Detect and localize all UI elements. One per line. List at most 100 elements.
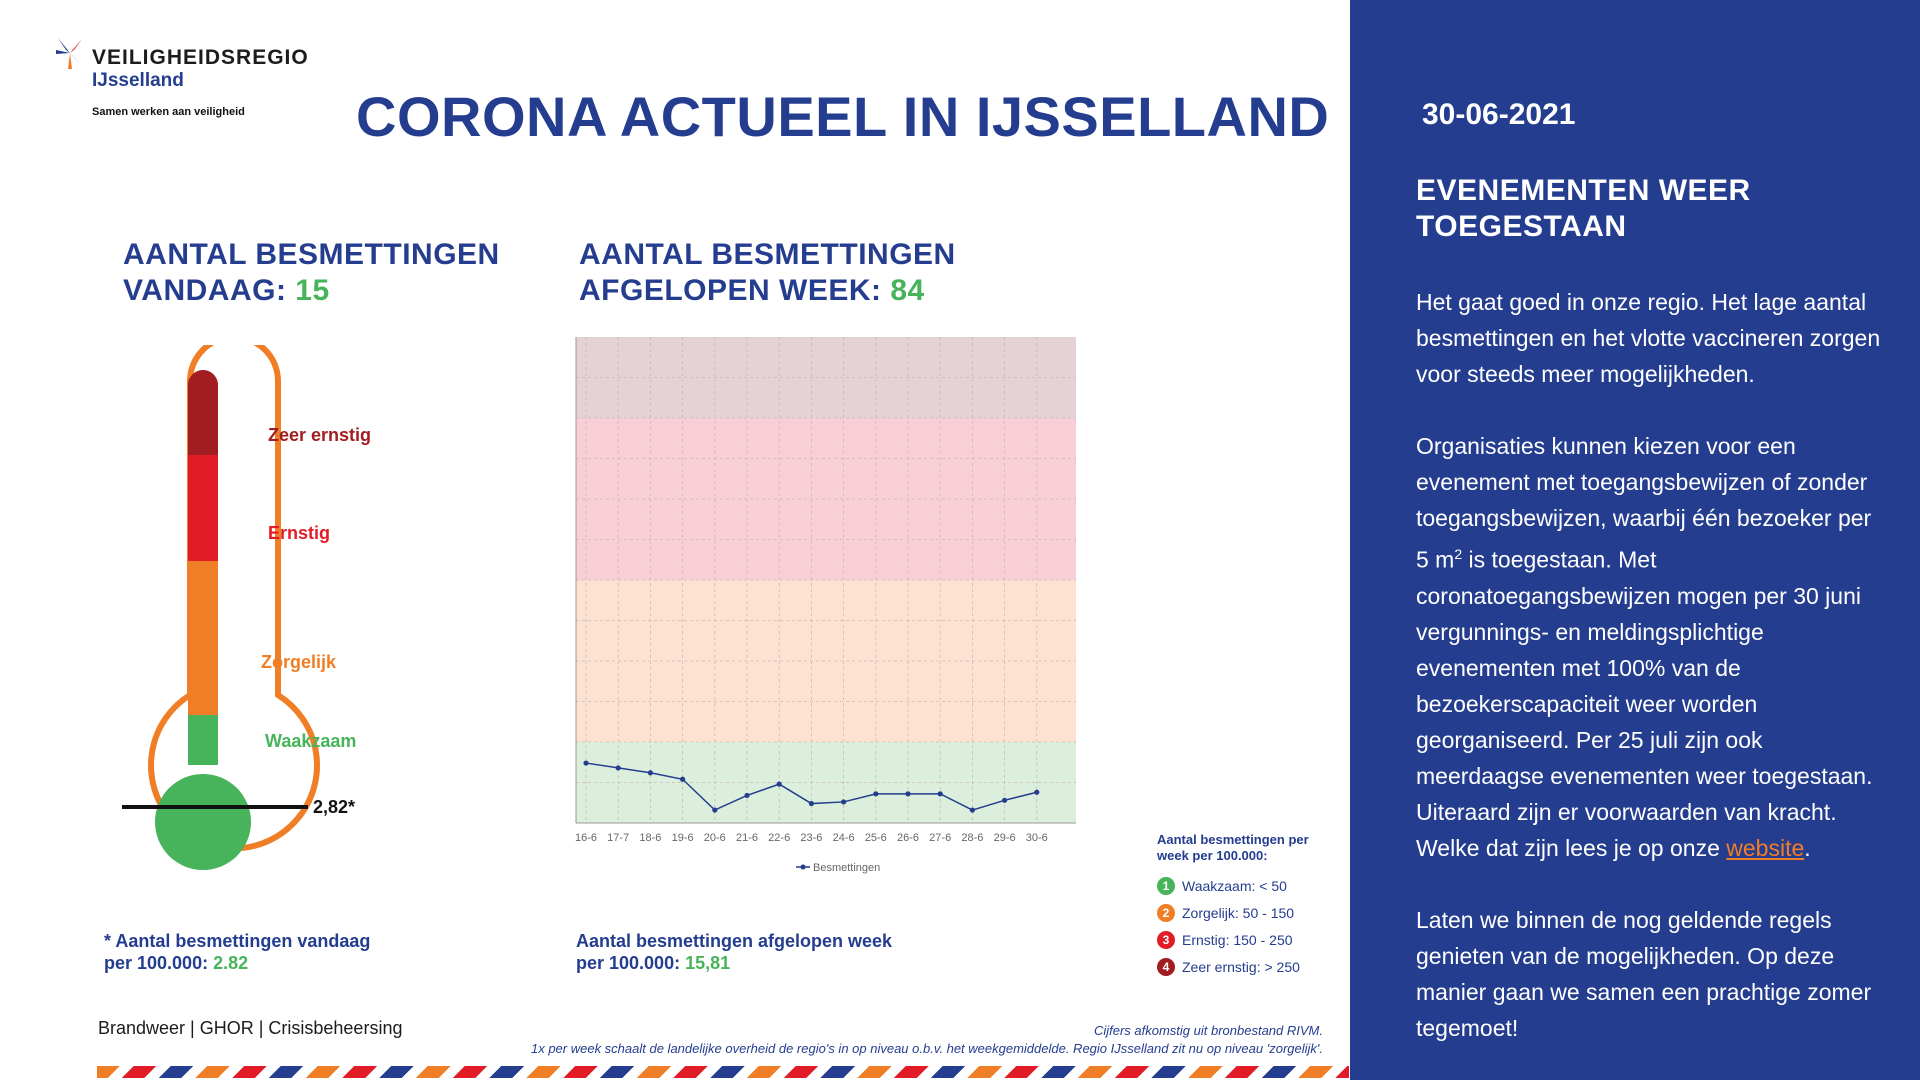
level-legend-title-line2: week per 100.000: [1157,848,1268,863]
level-1-badge: 1 [1157,876,1175,895]
chart-data-point [808,800,814,807]
chart-x-tick-label: 17-7 [607,832,629,844]
chart-data-point [744,792,750,799]
level-1-label: Waakzaam: < 50 [1182,877,1287,894]
level-3-label: Ernstig: 150 - 250 [1182,931,1293,948]
footer-source-note: Cijfers afkomstig uit bronbestand RIVM. … [531,1022,1323,1058]
level-2-label: Zorgelijk: 50 - 150 [1182,904,1295,921]
chart-legend-label: Besmettingen [813,862,880,874]
chart-data-point [873,791,879,797]
chart-data-point [1002,797,1008,803]
week-footnote-line1: Aantal besmettingen afgelopen week [576,931,893,951]
thermometer-label-ernstig: Ernstig [268,523,331,543]
week-heading: AANTAL BESMETTINGEN AFGELOPEN WEEK: 84 [579,237,956,309]
chart-legend: Besmettingen [796,862,880,874]
week-footnote-line2: per 100.000: [576,953,681,973]
chart-data-point [583,760,589,766]
chart-x-tick-label: 22-6 [768,832,790,844]
level-legend-item: 3 Ernstig: 150 - 250 [1157,926,1357,953]
news-paragraph-2-text: Organisaties kunnen kiezen voor een even… [1416,433,1872,573]
news-title: EVENEMENTEN WEER TOEGESTAAN [1416,174,1751,243]
today-heading-line1: AANTAL BESMETTINGEN [123,238,500,271]
chart-data-point [712,807,718,813]
level-legend-title-line1: Aantal besmettingen per [1157,832,1309,847]
news-paragraph-2-text-cont: is toegestaan. Met coronatoegangsbewijze… [1416,546,1873,861]
week-per-100k: 15,81 [685,953,731,973]
level-legend: Aantal besmettingen per week per 100.000… [1157,832,1357,980]
today-heading-line2: VANDAAG: [123,274,287,307]
logo-star-icon [56,38,83,69]
news-paragraph-2: Organisaties kunnen kiezen voor een even… [1416,428,1886,866]
logo-tagline: Samen werken aan veiligheid [92,106,245,118]
square-meter-superscript: 2 [1454,546,1463,562]
thermometer-label-zorgelijk: Zorgelijk [261,652,337,672]
week-count: 84 [890,274,925,307]
chart-x-tick-label: 29-6 [994,832,1016,844]
thermometer-label-waakzaam: Waakzaam [265,731,357,751]
thermometer-segment-waakzaam [188,715,218,765]
week-heading-line2: AFGELOPEN WEEK: [579,274,882,307]
level-legend-item: 2 Zorgelijk: 50 - 150 [1157,899,1357,926]
news-body: Het gaat goed in onze regio. Het lage aa… [1416,284,1886,1082]
chart-x-tick-label: 28-6 [961,832,983,844]
news-date: 30-06-2021 [1422,98,1576,131]
level-4-label: Zeer ernstig: > 250 [1182,958,1300,975]
chart-data-point [841,799,847,805]
today-footnote-line2: per 100.000: [104,953,209,973]
level-4-badge: 4 [1157,957,1175,976]
decorative-stripe-border [97,1066,1349,1078]
logo-name: VEILIGHEIDSREGIO [92,46,309,69]
chart-x-tick-label: 19-6 [672,832,694,844]
thermometer [122,345,320,870]
chart-legend-marker [800,864,806,870]
chart-x-tick-label: 16-6 [575,832,597,844]
week-line-chart: 16-6 17-7 18-6 19-6 20-6 21-6 22-6 23-6 24-6 25-6… [575,337,1076,874]
news-paragraph-1: Het gaat goed in onze regio. Het lage aa… [1416,289,1881,387]
logo-region: IJsselland [92,70,184,91]
website-link[interactable]: website [1726,834,1805,861]
thermometer-label-zeer-ernstig: Zeer ernstig [268,425,372,445]
thermometer-segment-zorgelijk [188,561,218,715]
thermometer-bulb [155,774,251,870]
level-legend-item: 1 Waakzaam: < 50 [1157,872,1357,899]
chart-x-tick-label: 30-6 [1026,832,1048,844]
thermometer-marker-label: 2,82* [313,797,356,817]
thermometer-segment-zeer-ernstig [188,370,218,455]
news-panel: 30-06-2021 EVENEMENTEN WEER TOEGESTAAN H… [1350,0,1920,1080]
chart-data-point [647,770,653,776]
news-paragraph-3: Laten we binnen de nog geldende regels g… [1416,906,1872,1041]
level-2-badge: 2 [1157,903,1175,922]
chart-data-point [1034,789,1040,795]
footer-source-line2: 1x per week schaalt de landelijke overhe… [530,1041,1323,1056]
today-footnote: * Aantal besmettingen vandaag per 100.00… [104,930,370,974]
chart-x-tick-label: 24-6 [833,832,855,844]
page-title: CORONA ACTUEEL IN IJSSELLAND [356,85,1330,148]
chart-data-point [969,807,975,813]
today-per-100k: 2.82 [213,953,249,973]
news-paragraph-2-end: . [1804,834,1811,861]
chart-data-point [776,781,782,787]
chart-x-tick-label: 18-6 [639,832,661,844]
chart-data-point [680,776,686,782]
chart-x-tick-label: 21-6 [736,832,758,844]
level-legend-title: Aantal besmettingen per week per 100.000… [1157,832,1357,864]
thermometer-outline [148,345,320,852]
chart-x-tick-label: 23-6 [800,832,822,844]
level-legend-item: 4 Zeer ernstig: > 250 [1157,953,1357,980]
thermometer-segment-ernstig [188,455,218,561]
chart-x-tick-label: 27-6 [929,832,951,844]
chart-x-tick-label: 26-6 [897,832,919,844]
footer-source-line1: Cijfers afkomstig uit bronbestand RIVM. [1093,1023,1323,1038]
chart-data-point [937,791,943,797]
chart-data-point [615,765,621,771]
week-heading-line1: AANTAL BESMETTINGEN [579,238,956,271]
today-count: 15 [295,274,330,307]
chart-data-point [905,791,911,797]
today-heading: AANTAL BESMETTINGEN VANDAAG: 15 [123,237,500,309]
chart-x-tick-label: 25-6 [865,832,887,844]
chart-x-tick-label: 20-6 [704,832,726,844]
today-footnote-line1: * Aantal besmettingen vandaag [104,931,371,951]
footer-services: Brandweer | GHOR | Crisisbeheersing [98,1018,403,1038]
week-footnote: Aantal besmettingen afgelopen week per 1… [576,930,892,974]
level-3-badge: 3 [1157,930,1175,949]
